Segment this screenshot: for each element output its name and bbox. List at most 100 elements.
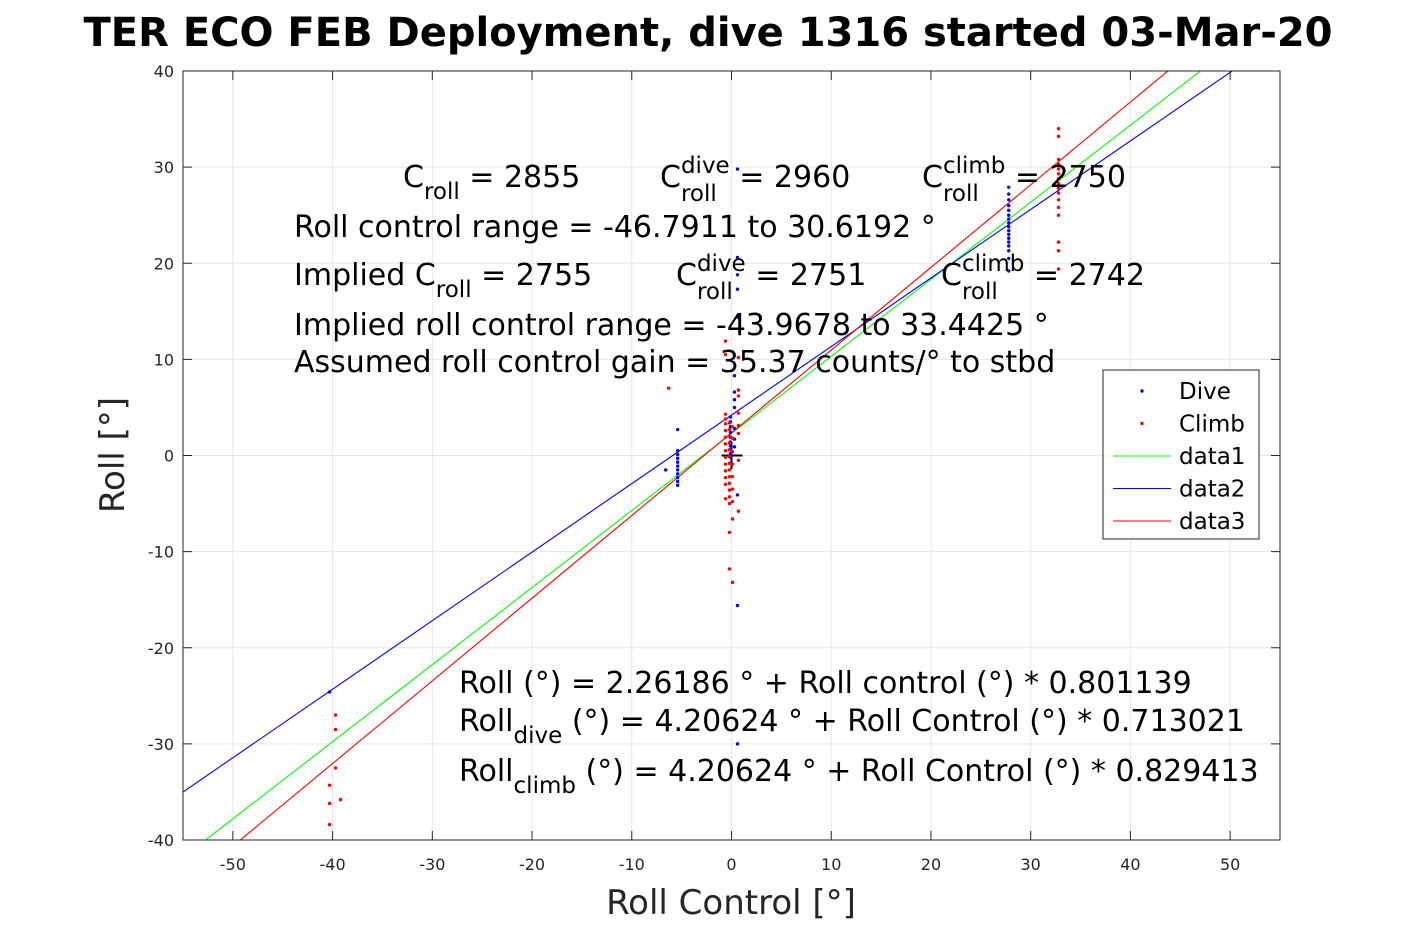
c-roll-dive-label-main: C <box>660 160 681 195</box>
climb-point <box>730 436 735 440</box>
climb-point <box>723 435 728 439</box>
climb-point <box>666 386 671 390</box>
x-tick-label: 0 <box>726 855 736 874</box>
y-tick-label: 20 <box>154 254 174 273</box>
dive-point <box>728 430 733 435</box>
x-axis-label: Roll Control [°] <box>606 883 856 923</box>
c-roll-climb-label-sup: climb <box>943 153 1005 179</box>
c-roll-dive-label: Cdive roll = 2960 <box>660 153 850 207</box>
climb-point <box>723 462 728 466</box>
c-roll-label-sub: roll <box>424 179 460 205</box>
fit-equation-climb-rest: (°) = 4.20624 ° + Roll Control (°) * 0.8… <box>576 754 1259 789</box>
x-tick-label: -20 <box>519 855 545 874</box>
implied-c-roll-dive-label-sub: roll <box>697 279 733 305</box>
y-tick-label: -10 <box>148 543 174 562</box>
c-roll-dive-label-sub: roll <box>681 181 717 207</box>
climb-point <box>723 482 728 487</box>
climb-point <box>1056 249 1061 253</box>
implied-c-roll-label-main: Implied C <box>294 258 436 293</box>
dive-point <box>732 405 737 410</box>
dive-point <box>663 468 668 472</box>
dive-point <box>1007 217 1011 221</box>
climb-point <box>723 442 728 446</box>
dive-point <box>1007 221 1011 225</box>
climb-point <box>1056 205 1061 210</box>
assumed-gain: Assumed roll control gain = 35.37 counts… <box>294 345 1055 380</box>
climb-point <box>730 517 735 521</box>
dive-point <box>1007 208 1011 213</box>
dive-point <box>735 167 740 171</box>
climb-point <box>727 474 732 479</box>
climb-point <box>1056 172 1061 176</box>
y-tick-label: -20 <box>148 639 174 658</box>
dive-point <box>735 603 740 608</box>
dive-point <box>675 452 680 457</box>
dive-point <box>735 255 740 260</box>
x-tick-label: -50 <box>220 855 246 874</box>
climb-point <box>333 766 338 770</box>
legend-marker-climb <box>1140 421 1144 426</box>
climb-point <box>727 448 732 452</box>
implied-c-roll-dive-label: Cdive roll = 2751 <box>676 251 866 305</box>
legend-label-data1: data1 <box>1179 444 1245 470</box>
x-tick-label: 10 <box>821 855 841 874</box>
dive-point <box>675 460 680 464</box>
dive-point <box>1007 269 1011 273</box>
legend: Dive Climb data1 data2 data3 <box>1102 369 1260 540</box>
implied-c-roll-label: Implied Croll = 2755 <box>294 258 592 303</box>
axes-box <box>182 70 1281 841</box>
climb-point <box>327 822 332 827</box>
c-roll-label-rest: = 2855 <box>460 160 581 195</box>
climb-point <box>727 434 732 438</box>
climb-point <box>1056 191 1061 195</box>
climb-point <box>727 454 732 459</box>
dive-point <box>1007 244 1011 248</box>
climb-point <box>333 727 338 732</box>
dive-point <box>1007 232 1011 237</box>
dive-point <box>735 287 740 291</box>
c-roll-climb-label-rest: = 2750 <box>1005 160 1126 195</box>
implied-c-roll-dive-label-main: C <box>676 258 697 293</box>
c-roll-label: Croll = 2855 <box>403 160 580 205</box>
climb-point <box>727 468 732 472</box>
dive-point <box>732 445 737 449</box>
climb-point <box>1056 162 1061 166</box>
dive-point <box>728 444 733 448</box>
dive-point <box>1007 203 1011 208</box>
climb-point <box>327 783 332 787</box>
dive-point <box>1007 225 1011 229</box>
fit-equation: Roll (°) = 2.26186 ° + Roll control (°) … <box>459 666 1192 701</box>
legend-label-climb: Climb <box>1179 412 1245 438</box>
climb-point <box>333 713 338 717</box>
climb-point <box>1056 181 1061 186</box>
implied-c-roll-dive-label-sup: dive <box>697 251 746 277</box>
roll-control-range: Roll control range = -46.7911 to 30.6192… <box>294 210 936 245</box>
dive-point <box>1007 236 1011 240</box>
dive-point <box>1007 256 1011 261</box>
dive-point <box>735 315 740 319</box>
dive-point <box>732 398 737 402</box>
climb-point <box>727 427 732 432</box>
implied-roll-control-range: Implied roll control range = -43.9678 to… <box>294 308 1049 343</box>
climb-point <box>723 422 728 426</box>
dive-point <box>675 472 680 476</box>
x-tick-label: -10 <box>619 855 645 874</box>
dive-point <box>732 390 737 394</box>
fit-equation-dive-sub: dive <box>514 723 563 749</box>
y-tick-label: 40 <box>154 62 174 81</box>
climb-point <box>727 421 732 425</box>
dive-point <box>1007 213 1011 217</box>
climb-point <box>727 495 732 499</box>
y-axis-label: Roll [°] <box>93 397 133 513</box>
y-tick-label: 30 <box>154 158 174 177</box>
fit-equation-dive: Rolldive (°) = 4.20624 ° + Roll Control … <box>459 704 1245 749</box>
c-roll-dive-label-rest: = 2960 <box>730 160 851 195</box>
dive-point <box>675 468 680 472</box>
climb-point <box>727 461 732 465</box>
climb-point <box>723 448 728 453</box>
dive-point <box>1007 192 1011 196</box>
fit-equation-climb-main: Roll <box>459 754 514 789</box>
dive-point <box>675 427 680 432</box>
climb-point <box>1056 134 1061 139</box>
dive-point <box>735 493 740 497</box>
